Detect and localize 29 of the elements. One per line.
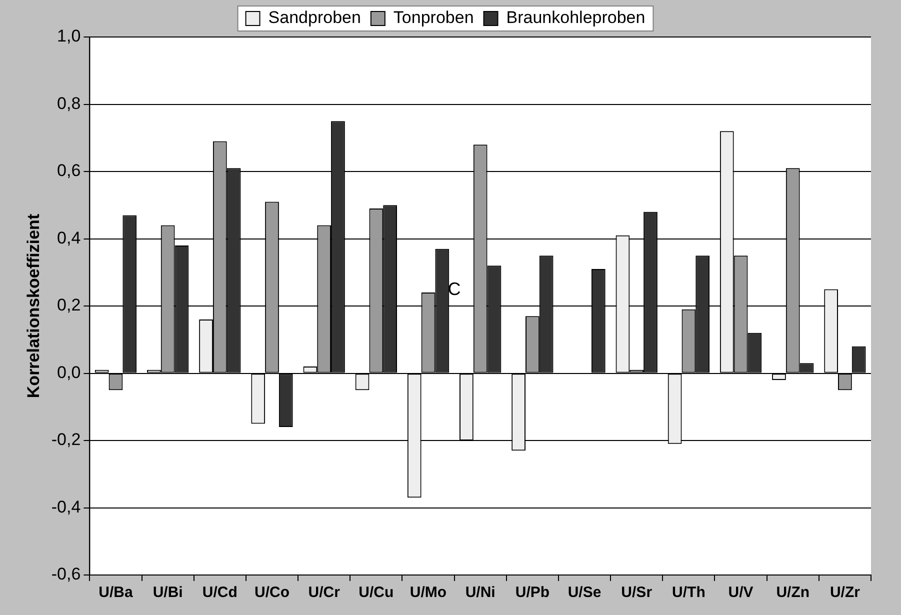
legend-label: Tonproben — [393, 8, 474, 28]
x-tick-label: U/Th — [672, 584, 706, 602]
x-tick-label: U/Ba — [98, 584, 134, 602]
x-tick-label: U/Mo — [410, 584, 447, 602]
x-tick-label: U/Bi — [152, 584, 183, 602]
x-tick-label: U/Pb — [515, 584, 550, 602]
annotation: C — [448, 278, 461, 299]
y-tick-label: -0,4 — [51, 497, 81, 516]
x-tick-label: U/V — [728, 584, 754, 602]
x-tick-label: U/Cr — [308, 584, 340, 602]
y-tick-label: 0,0 — [57, 362, 81, 382]
legend-label: Sandproben — [268, 8, 361, 28]
y-tick-label: 0,8 — [57, 94, 81, 113]
x-tick-label: U/Co — [254, 584, 290, 602]
x-tick-label: U/Cd — [202, 584, 238, 602]
x-tick-label: U/Ni — [465, 584, 496, 602]
x-tick-label: U/Zr — [830, 584, 860, 602]
y-tick-label: 0,6 — [57, 161, 81, 180]
x-tick-label: U/Se — [568, 584, 602, 602]
x-tick-label: U/Sr — [621, 584, 652, 602]
y-tick-label: -0,2 — [51, 430, 81, 450]
y-tick-label: 1,0 — [57, 26, 81, 46]
x-tick-label: U/Zn — [776, 584, 810, 602]
y-tick-label: 0,2 — [57, 296, 81, 315]
x-tick-label: U/Cu — [358, 584, 394, 602]
y-axis-title: Korrelationskoeffizient — [24, 214, 43, 398]
legend-label: Braunkohleproben — [506, 8, 646, 28]
y-tick-label: -0,6 — [51, 564, 81, 584]
y-tick-label: 0,4 — [57, 228, 81, 248]
